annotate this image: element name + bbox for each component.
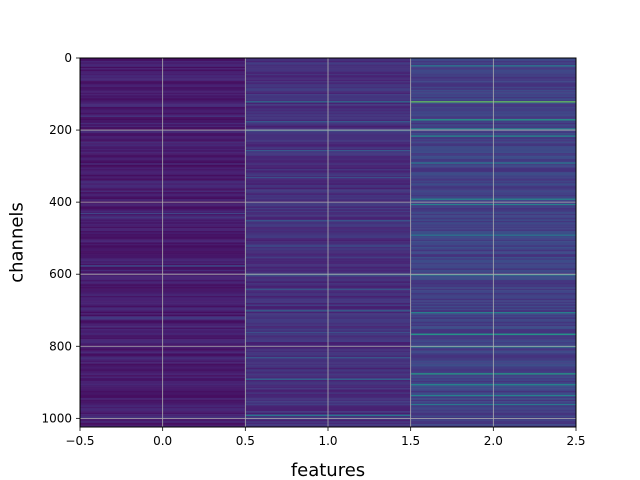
- x-tick-label: 1.0: [318, 434, 337, 448]
- y-tick-label: 0: [64, 51, 72, 65]
- x-axis: −0.5 0.0 0.5 1.0 1.5 2.0 2.5: [65, 427, 586, 448]
- x-tick-label: 0.5: [236, 434, 255, 448]
- y-tick-label: 600: [49, 267, 72, 281]
- x-tick-label: 2.5: [566, 434, 585, 448]
- x-axis-label: features: [291, 460, 365, 480]
- y-axis-label: channels: [6, 202, 27, 283]
- x-tick-label: −0.5: [65, 434, 94, 448]
- x-tick-label: 2.0: [484, 434, 503, 448]
- y-tick-label: 1000: [41, 411, 72, 425]
- x-tick-label: 1.5: [401, 434, 420, 448]
- y-tick-label: 800: [49, 339, 72, 353]
- y-tick-label: 200: [49, 123, 72, 137]
- x-tick-label: 0.0: [153, 434, 172, 448]
- y-axis: 0 200 400 600 800 1000: [41, 51, 80, 425]
- plot-area: [79, 57, 577, 428]
- y-tick-label: 400: [49, 195, 72, 209]
